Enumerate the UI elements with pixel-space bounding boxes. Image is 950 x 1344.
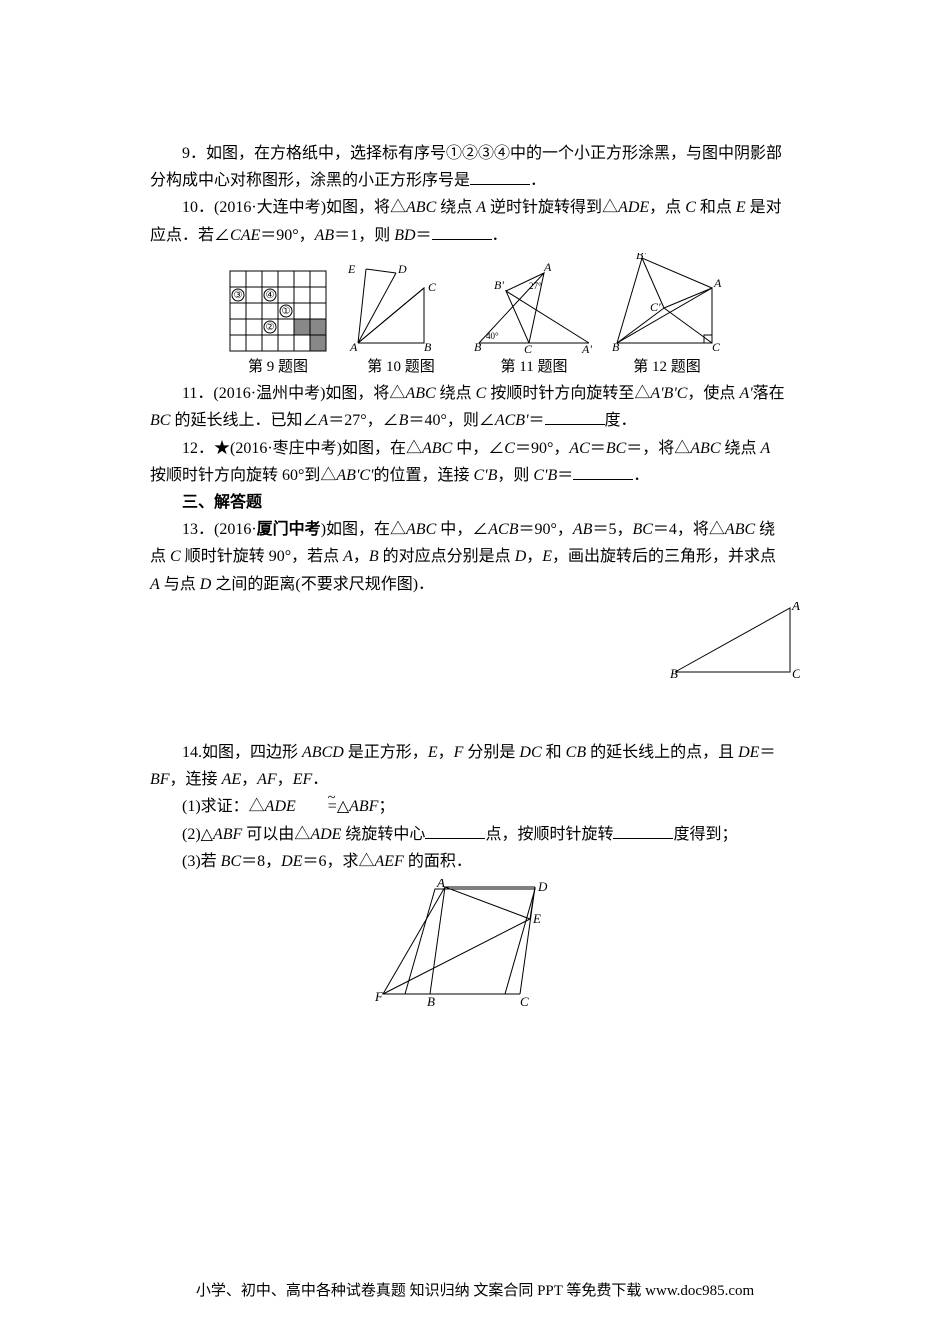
fig10-caption: 第 10 题图 [346,355,456,381]
fig10: E D C A B 第 10 题图 [346,263,456,381]
fig14: A D E F B C [150,879,800,1009]
fig11-caption: 第 11 题图 [474,355,594,381]
svg-text:F: F [375,989,384,1004]
page: 9．如图，在方格纸中，选择标有序号①②③④中的一个小正方形涂黑，与图中阴影部 分… [0,0,950,1344]
svg-text:A': A' [581,342,592,353]
q11-blank [545,408,605,425]
q10-line2: 应点．若∠CAE＝90°，AB＝1，则 BD＝． [150,222,800,249]
svg-text:A: A [349,340,358,353]
svg-text:C: C [428,280,437,294]
q9-blank [470,168,530,185]
svg-text:D: D [397,263,407,276]
q14-blank1 [425,822,485,839]
svg-text:A: A [791,602,800,613]
svg-text:B: B [427,994,435,1009]
svg-text:A: A [436,879,445,890]
q14-p3: (3)若 BC＝8，DE＝6，求△AEF 的面积． [150,848,800,875]
fig12: B' A C' B C 第 12 题图 [612,253,722,381]
svg-text:B': B' [636,253,646,262]
q14-p1: (1)求证：△ADE=△ABF； [150,793,800,820]
q14-line2: BF，连接 AE，AF，EF． [150,766,800,793]
svg-text:E: E [347,263,356,276]
svg-text:C: C [520,994,529,1009]
fig12-caption: 第 12 题图 [612,355,722,381]
q12-line2: 按顺时针方向旋转 60°到△AB'C'的位置，连接 C'B，则 C'B＝． [150,462,800,489]
page-footer: 小学、初中、高中各种试卷真题 知识归纳 文案合同 PPT 等免费下载 www.d… [0,1279,950,1305]
fig9: ③ ④ ① ② 第 9 题图 [228,269,328,381]
q10-line1: 10．(2016·大连中考)如图，将△ABC 绕点 A 逆时针旋转得到△ADE，… [150,194,800,221]
svg-text:40°: 40° [486,331,499,341]
svg-text:C': C' [650,300,661,314]
svg-text:C: C [524,342,533,353]
q13-line1: 13．(2016·厦门中考)如图，在△ABC 中，∠ACB＝90°，AB＝5，B… [150,516,800,543]
q11-line1: 11．(2016·温州中考)如图，将△ABC 绕点 C 按顺时针方向旋转至△A'… [150,380,800,407]
q14-p2: (2)△ABF 可以由△ADE 绕旋转中心点，按顺时针旋转度得到； [150,821,800,848]
svg-text:③: ③ [234,290,243,301]
svg-text:B: B [474,340,482,353]
q11-line2: BC 的延长线上．已知∠A＝27°，∠B＝40°，则∠ACB'＝度． [150,407,800,434]
svg-text:27°: 27° [529,281,542,291]
spacer [150,699,800,739]
svg-text:B': B' [494,278,504,292]
q13-line2: 点 C 顺时针旋转 90°，若点 A，B 的对应点分别是点 D，E，画出旋转后的… [150,543,800,570]
svg-text:B: B [424,340,432,353]
fig13: A B C [150,602,800,689]
svg-text:A: A [713,276,722,290]
figure-row: ③ ④ ① ② 第 9 题图 E D [150,253,800,381]
fig9-caption: 第 9 题图 [228,355,328,381]
q12-line1: 12．★(2016·枣庄中考)如图，在△ABC 中，∠C＝90°，AC＝BC＝，… [150,435,800,462]
svg-text:C: C [712,340,721,353]
fig11: A B' B C A' 27° 40° 第 11 题图 [474,263,594,381]
svg-text:④: ④ [266,290,275,301]
svg-text:C: C [792,666,800,680]
svg-text:A: A [543,263,552,274]
q9-line1: 9．如图，在方格纸中，选择标有序号①②③④中的一个小正方形涂黑，与图中阴影部 [150,140,800,167]
svg-text:B: B [670,666,678,680]
q14-blank2 [613,822,673,839]
q14-line1: 14.如图，四边形 ABCD 是正方形，E，F 分别是 DC 和 CB 的延长线… [150,739,800,766]
q9-line2: 分构成中心对称图形，涂黑的小正方形序号是． [150,167,800,194]
svg-text:B: B [612,340,620,353]
svg-text:②: ② [266,322,275,333]
svg-text:①: ① [282,306,291,317]
svg-text:E: E [532,911,541,926]
q10-blank [432,223,492,240]
svg-text:D: D [537,879,548,894]
section-3-heading: 三、解答题 [150,489,800,516]
q13-line3: A 与点 D 之间的距离(不要求尺规作图)． [150,571,800,598]
q12-blank [573,463,633,480]
